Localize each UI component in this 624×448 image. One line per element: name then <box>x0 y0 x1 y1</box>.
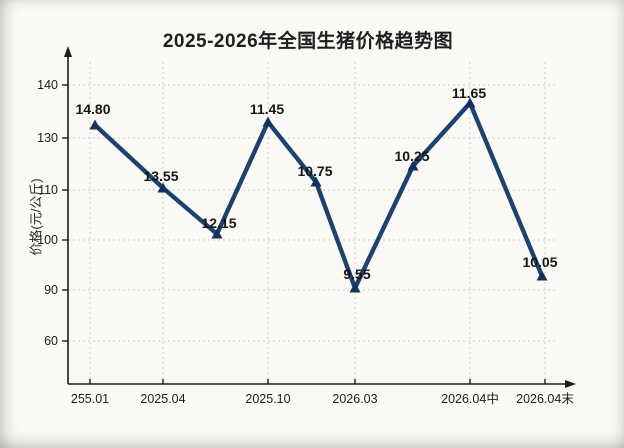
data-point-marker <box>262 116 274 127</box>
y-tick-label: 130 <box>37 131 58 145</box>
x-tick-label: 2026.03 <box>332 392 377 406</box>
data-point-marker <box>536 270 548 281</box>
data-point-label: 9.55 <box>343 266 370 282</box>
data-point-label: 14.80 <box>75 101 110 117</box>
y-tick-label: 90 <box>44 283 58 297</box>
data-point-marker <box>157 182 169 193</box>
data-point-label: 13.55 <box>143 168 178 184</box>
data-point-marker <box>89 119 101 130</box>
y-axis-arrow <box>64 46 72 57</box>
data-point-marker <box>211 228 223 239</box>
y-axis-title: 价格(元/公斤) <box>28 178 44 256</box>
data-point-label: 11.45 <box>250 101 284 117</box>
y-tick-label: 140 <box>37 78 58 92</box>
y-tick-label: 110 <box>38 183 58 197</box>
data-point-label: 11.65 <box>452 85 486 101</box>
data-point-label: 10.25 <box>394 148 429 164</box>
data-point-label: 10.05 <box>522 254 557 270</box>
data-point-marker <box>349 282 361 293</box>
x-tick-label: 2025.04 <box>140 392 185 406</box>
x-tick-label: 2025.10 <box>245 392 290 406</box>
data-point-marker <box>407 160 419 171</box>
data-point-marker <box>464 97 476 108</box>
y-tick-label: 100 <box>37 233 58 247</box>
data-point-label: 12.15 <box>201 215 236 231</box>
x-tick-label: 2026.04中 <box>441 391 499 406</box>
data-point-marker <box>310 176 322 187</box>
trend-line <box>92 100 545 291</box>
data-point-label: 10.75 <box>297 163 332 179</box>
x-tick-label: 255.01 <box>71 392 109 406</box>
x-axis-arrow <box>565 380 576 388</box>
y-tick-label: 60 <box>44 334 58 348</box>
chart-title: 2025-2026年全国生猪价格趋势图 <box>162 31 454 52</box>
x-tick-label: 2026.04末 <box>516 392 574 406</box>
